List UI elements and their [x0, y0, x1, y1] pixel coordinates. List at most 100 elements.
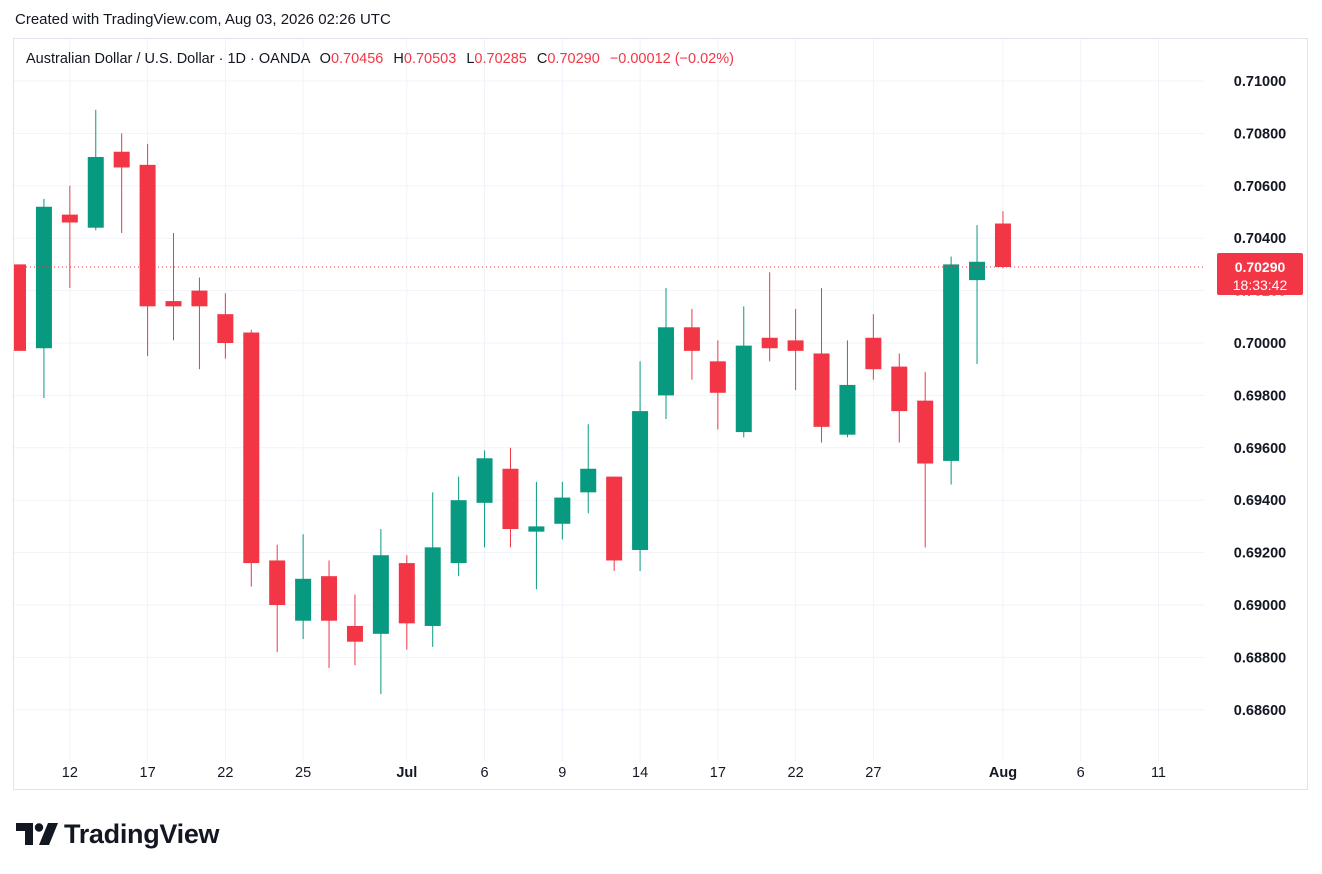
time-axis-label: 17: [710, 765, 726, 781]
tradingview-logo-icon: [16, 823, 58, 845]
price-axis-label: 0.69200: [1234, 546, 1286, 562]
price-axis-label: 0.70600: [1234, 179, 1286, 195]
candle-body: [658, 327, 674, 396]
time-axis-label: 6: [1077, 765, 1085, 781]
candle-body: [113, 151, 130, 168]
candle[interactable]: [891, 353, 908, 443]
candle[interactable]: [709, 340, 726, 430]
candle[interactable]: [917, 371, 934, 548]
candle-body: [917, 400, 934, 464]
candle[interactable]: [87, 109, 104, 231]
tradingview-logo[interactable]: TradingView: [16, 818, 220, 850]
candle[interactable]: [865, 314, 882, 380]
price-axis-label: 0.70400: [1234, 231, 1286, 247]
price-tag-layer: 0.70290 18:33:42: [1217, 253, 1303, 296]
price-axis-label: 0.69400: [1234, 493, 1286, 509]
candle-body: [554, 497, 571, 524]
candle[interactable]: [554, 481, 571, 540]
candle[interactable]: [735, 306, 752, 438]
candle[interactable]: [502, 447, 519, 548]
candle[interactable]: [658, 287, 674, 419]
candle-body: [580, 468, 597, 493]
candle-body: [346, 625, 363, 642]
candle-body: [606, 476, 623, 561]
candle-body: [87, 156, 104, 228]
time-axis-label: 17: [140, 765, 156, 781]
symbol-name: Australian Dollar / U.S. Dollar · 1D · O…: [26, 51, 310, 67]
grid-layer: [14, 39, 1204, 761]
candle[interactable]: [450, 476, 467, 577]
candle[interactable]: [528, 481, 545, 590]
candle[interactable]: [269, 544, 286, 653]
candle[interactable]: [994, 211, 1011, 269]
last-price-tag-countdown: 18:33:42: [1233, 277, 1288, 293]
time-axis: 12 17 22 25 Jul 6 9 14 17 22 27 Aug 6 11: [62, 765, 1166, 781]
candle-body: [761, 337, 778, 349]
candle-body: [891, 366, 908, 412]
candle-body: [372, 555, 389, 634]
open-label: O: [319, 51, 331, 67]
candle-body: [61, 214, 78, 223]
candle[interactable]: [580, 424, 597, 514]
time-axis-label: 12: [62, 765, 78, 781]
high-label: H: [393, 51, 404, 67]
candle-body: [865, 337, 882, 370]
close-value: 0.70290: [547, 51, 600, 67]
candle-body: [787, 340, 804, 351]
candle[interactable]: [632, 361, 649, 571]
candle[interactable]: [61, 185, 78, 288]
candle[interactable]: [113, 133, 130, 233]
candle-body: [35, 206, 52, 349]
candle-body: [398, 563, 415, 624]
candle[interactable]: [14, 264, 26, 351]
price-axis-label: 0.69600: [1234, 441, 1286, 457]
candle[interactable]: [139, 143, 156, 357]
candle[interactable]: [476, 450, 493, 548]
time-axis-label: 27: [865, 765, 881, 781]
candle-body: [269, 560, 286, 605]
candle[interactable]: [761, 272, 778, 362]
candle[interactable]: [839, 340, 856, 438]
candle[interactable]: [191, 277, 208, 370]
candle[interactable]: [683, 308, 700, 380]
time-axis-label: 25: [295, 765, 311, 781]
low-label: L: [466, 51, 475, 67]
candle-body: [243, 332, 260, 564]
candle[interactable]: [424, 492, 441, 647]
time-axis-label: 22: [788, 765, 804, 781]
time-axis-label: 6: [481, 765, 489, 781]
change-value: −0.00012 (−0.02%): [609, 51, 734, 67]
candle[interactable]: [606, 476, 623, 571]
tradingview-logo-text: TradingView: [64, 818, 220, 849]
last-price-tag: [1217, 253, 1303, 296]
candle[interactable]: [165, 232, 182, 341]
candle[interactable]: [969, 225, 986, 364]
candle-body: [450, 500, 467, 564]
candle-body: [735, 345, 752, 433]
candle-body: [295, 578, 312, 621]
candle[interactable]: [372, 529, 389, 695]
candle-body: [14, 264, 26, 351]
low-value: 0.70285: [474, 51, 527, 67]
chart-container[interactable]: 0.710000.708000.706000.704000.702000.700…: [13, 38, 1308, 790]
candle[interactable]: [787, 308, 804, 391]
candle-body: [191, 290, 208, 307]
candle[interactable]: [321, 560, 338, 668]
candle[interactable]: [35, 198, 52, 399]
high-value: 0.70503: [403, 51, 457, 67]
candle[interactable]: [398, 555, 415, 650]
candle[interactable]: [346, 594, 363, 666]
candle[interactable]: [813, 287, 830, 443]
time-axis-label: 11: [1151, 765, 1166, 781]
price-axis-label: 0.69000: [1234, 598, 1286, 614]
candlestick-chart[interactable]: 0.710000.708000.706000.704000.702000.700…: [14, 39, 1308, 790]
last-price-tag-price: 0.70290: [1235, 259, 1286, 275]
time-axis-label: 9: [558, 765, 566, 781]
candle-body: [632, 411, 649, 550]
candle[interactable]: [243, 329, 260, 587]
candle[interactable]: [295, 534, 312, 640]
candle-body: [476, 458, 493, 503]
candle[interactable]: [217, 293, 234, 359]
candle[interactable]: [943, 256, 960, 485]
time-axis-label: 14: [632, 765, 648, 781]
